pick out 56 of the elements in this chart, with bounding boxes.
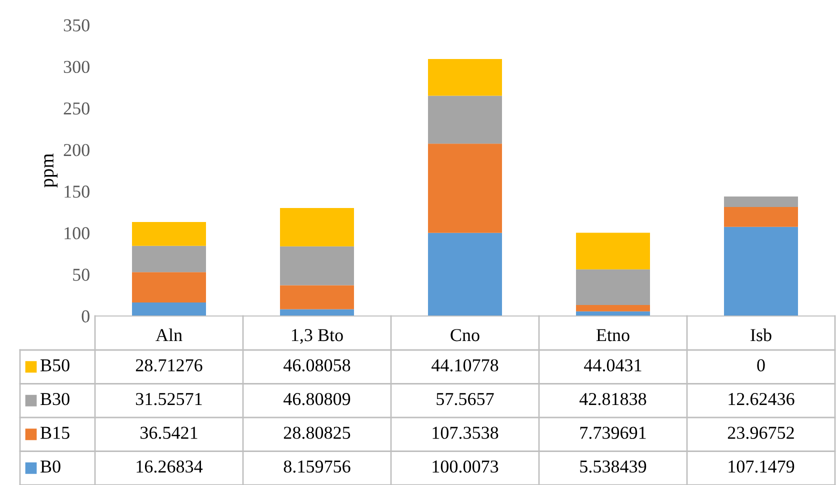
bar xyxy=(724,226,798,316)
data-label: 42.81838 xyxy=(580,392,646,406)
data-label: 8.159756 xyxy=(284,460,350,473)
data-label: 46.08058 xyxy=(284,359,350,372)
y-tick-label: 350 xyxy=(64,19,90,32)
bar xyxy=(132,272,206,302)
y-tick-label: 50 xyxy=(73,268,90,281)
x-tick-label: Etno xyxy=(596,329,630,342)
data-label: 36.5421 xyxy=(140,426,198,439)
data-label: 16.26834 xyxy=(136,460,203,473)
data-label: 46.80809 xyxy=(284,392,350,406)
data-label: 0 xyxy=(757,359,765,372)
legend-label: B50 xyxy=(40,359,70,372)
bar xyxy=(428,59,502,96)
bar xyxy=(280,246,354,286)
y-axis-title: ppm xyxy=(44,154,58,188)
bar xyxy=(576,269,650,305)
bar xyxy=(280,309,354,316)
legend-label: B0 xyxy=(40,460,60,473)
y-tick-label: 200 xyxy=(64,144,90,156)
legend-label: B30 xyxy=(40,392,70,406)
data-label: 107.1479 xyxy=(728,460,794,473)
bar xyxy=(132,302,206,316)
data-label: 100.0073 xyxy=(432,460,498,473)
data-label: 57.5657 xyxy=(436,393,494,406)
y-tick-label: 300 xyxy=(64,60,90,74)
bar xyxy=(576,304,650,312)
data-label: 28.71276 xyxy=(136,359,202,372)
bar xyxy=(132,222,206,246)
bar xyxy=(576,232,650,270)
data-label: 44.10778 xyxy=(432,359,498,372)
data-label: 12.62436 xyxy=(728,393,794,406)
bar xyxy=(280,285,354,310)
x-tick-label: Cno xyxy=(450,329,480,342)
data-label: 7.739691 xyxy=(580,426,646,439)
bar xyxy=(724,196,798,207)
bar xyxy=(280,208,354,246)
x-tick-label: Aln xyxy=(156,328,182,342)
data-label: 28.80825 xyxy=(284,426,350,439)
data-label: 107.3538 xyxy=(432,426,498,439)
bar xyxy=(428,96,502,144)
bar xyxy=(428,144,502,233)
x-tick-label: 1,3 Bto xyxy=(292,329,343,344)
y-tick-label: 250 xyxy=(64,102,90,115)
bar xyxy=(724,206,798,227)
data-label: 44.0431 xyxy=(584,359,642,372)
bar xyxy=(428,232,502,316)
bar xyxy=(132,246,206,272)
data-label: 31.52571 xyxy=(136,393,202,406)
x-tick-label: Isb xyxy=(750,328,772,342)
y-tick-label: 100 xyxy=(64,227,90,240)
y-tick-label: 150 xyxy=(64,186,90,198)
y-tick-label: 0 xyxy=(82,310,90,322)
data-label: 23.96752 xyxy=(728,426,794,439)
data-label: 5.538439 xyxy=(580,460,646,473)
legend-label: B15 xyxy=(40,426,70,439)
